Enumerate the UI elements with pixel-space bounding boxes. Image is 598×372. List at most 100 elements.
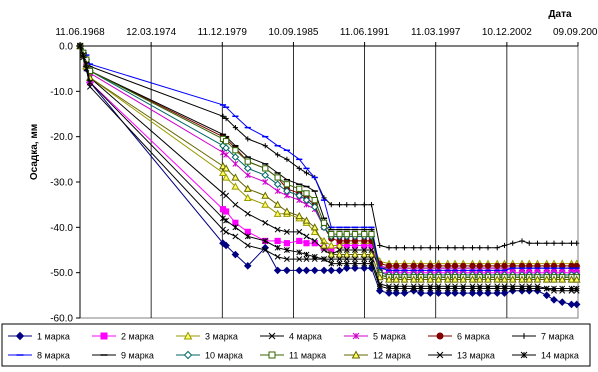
x-axis-title: Дата (548, 9, 572, 20)
asterisk-marker (494, 285, 501, 292)
x-marker (262, 219, 269, 226)
plus-marker (344, 202, 350, 208)
x-marker-stroke (361, 256, 368, 263)
plus-marker (534, 240, 541, 246)
square-marker (351, 231, 359, 238)
x-marker-stroke (336, 247, 343, 253)
diamond-marker (550, 296, 558, 304)
diamond-marker (261, 171, 270, 180)
asterisk-marker (262, 237, 269, 244)
asterisk-marker (469, 285, 476, 292)
plus-marker (418, 245, 424, 251)
triangle-marker (508, 275, 517, 283)
series-line (79, 45, 577, 265)
asterisk-marker (223, 217, 230, 224)
triangle-marker (459, 275, 468, 283)
square-marker (283, 240, 290, 247)
triangle-marker (295, 211, 304, 220)
square-marker (244, 158, 251, 165)
legend-label: 9 марка (121, 351, 154, 361)
triangle-marker (327, 241, 336, 249)
plus-marker (303, 170, 310, 176)
asterisk-marker (303, 251, 310, 258)
legend-item: 2 марка (92, 332, 154, 342)
legend-label: 3 марка (205, 332, 238, 342)
triangle-marker (558, 275, 567, 283)
asterisk-marker (296, 249, 303, 256)
x-marker (268, 332, 276, 340)
series-line (79, 45, 577, 274)
asterisk-marker (559, 285, 566, 292)
asterisk-marker (573, 285, 580, 292)
plus-marker (386, 245, 392, 251)
series-line (79, 45, 577, 289)
x-marker (283, 256, 290, 263)
x-marker (274, 226, 281, 233)
legend-item: 3 марка (176, 331, 238, 342)
plus-marker (328, 202, 334, 208)
plus-marker (245, 136, 251, 142)
asterisk-marker (244, 172, 251, 179)
legend-item: 10 марка (176, 351, 243, 361)
x-marker-stroke (220, 190, 226, 197)
plus-marker (519, 238, 525, 244)
asterisk-marker (80, 52, 87, 59)
triangle-marker (518, 275, 526, 283)
diamond-marker (183, 350, 193, 360)
triangle-marker (320, 241, 328, 249)
asterisk-marker (444, 285, 451, 292)
x-marker-stroke (336, 256, 343, 263)
square-marker (328, 231, 335, 238)
asterisk-marker (427, 285, 434, 292)
plus-marker (510, 240, 516, 246)
triangle-marker (231, 182, 240, 190)
x-marker (223, 228, 230, 235)
diamond-marker (222, 144, 230, 152)
legend-label: 12 марка (373, 351, 411, 361)
square-marker (320, 219, 328, 226)
series-line (79, 45, 577, 278)
diamond-marker (500, 289, 509, 297)
asterisk-marker (519, 285, 525, 292)
triangle-marker (327, 250, 336, 258)
asterisk-marker (393, 285, 400, 292)
legend-label: 10 марка (205, 351, 243, 361)
plus-marker (574, 240, 580, 246)
asterisk-marker (87, 79, 93, 86)
square-marker (100, 332, 108, 340)
plus-marker (544, 240, 550, 246)
asterisk-marker (274, 244, 281, 251)
x-marker (296, 228, 303, 235)
asterisk-marker (401, 285, 408, 292)
plus-marker (401, 245, 408, 251)
triangle-marker (542, 275, 551, 283)
triangle-marker (385, 275, 393, 283)
square-marker (232, 219, 239, 226)
x-marker (244, 210, 251, 217)
plus-marker (262, 143, 268, 149)
plus-marker (460, 245, 466, 251)
x-marker-stroke (223, 228, 230, 235)
diamond-marker (15, 331, 25, 341)
plus-marker (501, 242, 508, 249)
x-marker (436, 351, 444, 359)
x-marker-stroke (303, 256, 310, 263)
legend-item: 1 марка (8, 332, 70, 342)
diamond-marker (243, 164, 252, 173)
triangle-marker (572, 275, 581, 283)
diamond-marker (451, 289, 459, 297)
legend-label: 8 марка (37, 351, 70, 361)
triangle-marker (342, 250, 351, 258)
triangle-marker (219, 168, 227, 177)
diamond-marker (295, 266, 304, 275)
x-marker (352, 256, 358, 263)
plus-marker (220, 113, 226, 119)
square-marker (311, 197, 318, 204)
y-tick-label: -60.0 (50, 314, 73, 325)
diamond-marker (335, 266, 344, 275)
y-tick-label: -30.0 (50, 178, 73, 189)
legend-label: 7 марка (541, 332, 574, 342)
plus-marker (469, 245, 476, 251)
series-7 (77, 43, 580, 251)
x-marker-stroke (343, 247, 350, 253)
